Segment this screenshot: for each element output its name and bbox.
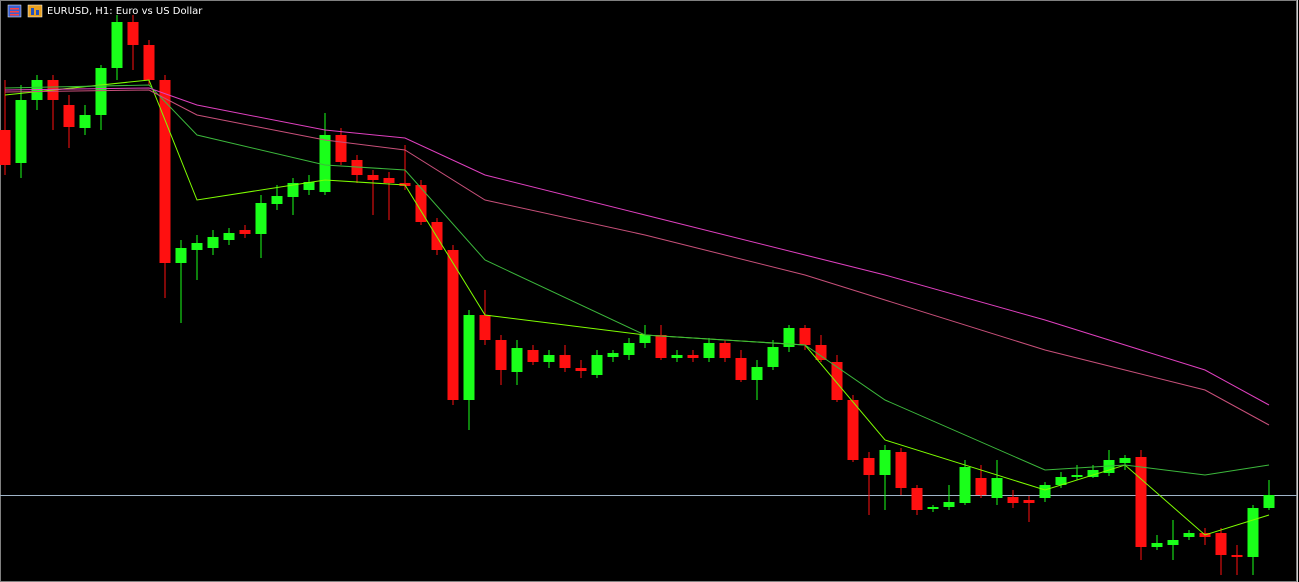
candle-body: [319, 135, 331, 192]
candle-body: [1231, 555, 1243, 557]
icon-bar: [36, 10, 39, 15]
candle-body: [687, 355, 699, 358]
candle-body: [671, 355, 683, 358]
candle-body: [559, 355, 571, 368]
candle-body: [1135, 457, 1147, 547]
candle-body: [383, 178, 395, 183]
candle-body: [335, 135, 347, 162]
candle-body: [623, 343, 635, 355]
candle-body: [1039, 485, 1051, 498]
candle-body: [511, 348, 523, 372]
candle-body: [111, 22, 123, 68]
moving-average-line: [4, 89, 1270, 426]
candle-body: [879, 450, 891, 475]
candle-body: [479, 315, 491, 340]
candle-body: [895, 452, 907, 488]
moving-average-line: [4, 87, 1270, 406]
candle-body: [1087, 470, 1099, 477]
candle-body: [1263, 495, 1275, 508]
candle-body: [863, 458, 875, 475]
candle-body: [927, 507, 939, 509]
icon-line: [10, 14, 19, 16]
candle-body: [1215, 533, 1227, 555]
candle-body: [719, 343, 731, 358]
candle-body: [63, 105, 75, 127]
candle-body: [703, 343, 715, 358]
candle-body: [991, 478, 1003, 498]
candle-body: [735, 358, 747, 380]
chart-title: EURUSD, H1: Euro vs US Dollar: [47, 6, 203, 17]
candle-body: [767, 347, 779, 367]
candle-body: [191, 243, 203, 250]
candle-body: [1023, 500, 1035, 503]
candle-body: [1167, 540, 1179, 545]
candle-body: [255, 203, 267, 234]
candle-body: [751, 367, 763, 380]
candle-body: [79, 115, 91, 128]
candle-body: [303, 182, 315, 190]
icon-chart[interactable]: [27, 4, 43, 18]
window-icons[interactable]: [7, 4, 43, 18]
candle-body: [15, 100, 27, 163]
candle-body: [223, 233, 235, 240]
candle-body: [783, 328, 795, 347]
candle-body: [415, 185, 427, 222]
candle-body: [655, 335, 667, 358]
candle-body: [431, 222, 443, 250]
candle-body: [831, 362, 843, 400]
plot-area: [0, 15, 1297, 575]
candle-body: [1055, 477, 1067, 485]
candle-body: [175, 248, 187, 263]
candle-body: [207, 237, 219, 248]
candle-body: [1007, 497, 1019, 503]
candle-body: [367, 175, 379, 180]
candle-body: [575, 368, 587, 371]
moving-average-line: [4, 84, 1270, 476]
candle-body: [1119, 458, 1131, 463]
candle-body: [95, 68, 107, 115]
candle-body: [1183, 533, 1195, 537]
candle-body: [639, 335, 651, 343]
candle-body: [1071, 475, 1083, 477]
candle-body: [287, 183, 299, 197]
candle-body: [607, 353, 619, 357]
candle-body: [239, 230, 251, 234]
candle-body: [447, 250, 459, 400]
candle-body: [815, 345, 827, 360]
candle-body: [127, 22, 139, 45]
candle-body: [1151, 543, 1163, 547]
icon-bar: [31, 8, 34, 15]
candle-body: [911, 488, 923, 510]
candle-body: [0, 130, 11, 165]
candle-body: [799, 328, 811, 345]
candle-body: [527, 350, 539, 362]
candle-body: [143, 45, 155, 80]
candle-body: [159, 80, 171, 263]
candle-body: [591, 355, 603, 375]
candle-body: [975, 478, 987, 495]
candle-body: [1247, 508, 1259, 557]
icon-line: [10, 8, 19, 10]
candle-body: [543, 355, 555, 362]
candle-body: [463, 315, 475, 400]
candle-body: [271, 196, 283, 204]
candle-body: [959, 467, 971, 503]
candle-body: [847, 400, 859, 460]
icon-line: [10, 11, 19, 13]
candle-body: [943, 502, 955, 507]
candle-body: [495, 340, 507, 370]
